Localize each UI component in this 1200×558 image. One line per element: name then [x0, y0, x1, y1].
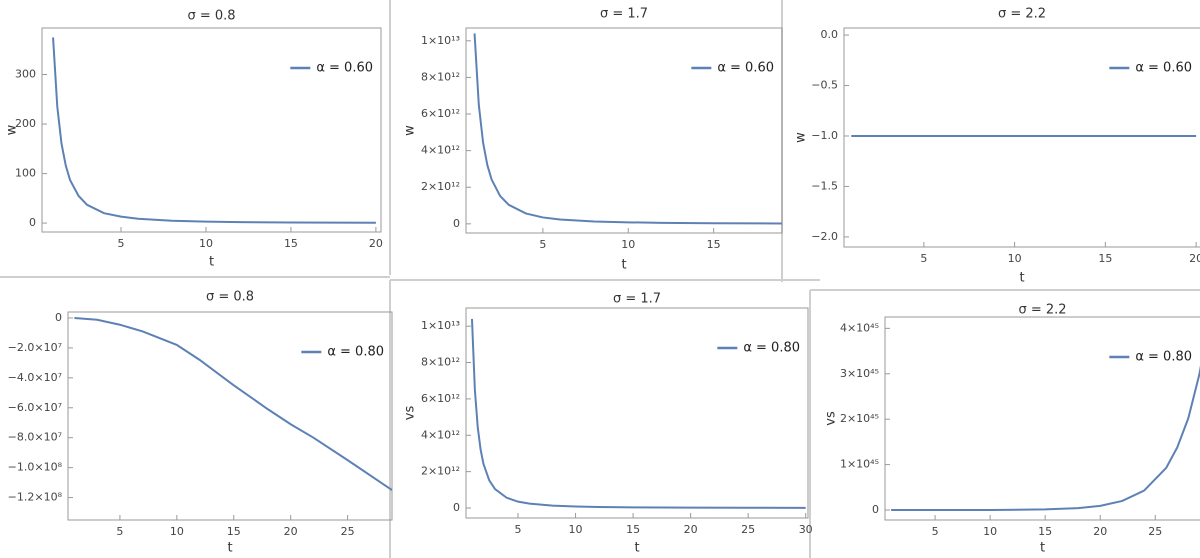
plot-frame [884, 316, 1200, 521]
y-tick-label: 8×10¹² [421, 70, 460, 83]
x-tick-label: 20 [284, 525, 298, 538]
series-line [473, 33, 782, 225]
x-tick-label: 10 [569, 523, 583, 536]
y-tick-label: 100 [15, 167, 36, 180]
legend-label: α = 0.60 [717, 61, 774, 76]
y-tick-label: −2.0×10⁷ [8, 341, 62, 354]
y-tick-label: 6×10¹² [421, 392, 460, 405]
y-tick-label: 0.0 [821, 28, 839, 41]
y-axis-label: w [5, 124, 20, 135]
x-tick-label: 20 [684, 523, 698, 536]
x-tick-label: 10 [1008, 252, 1022, 265]
y-tick-label: 0 [55, 311, 62, 324]
plot-frame [67, 311, 393, 521]
legend-label: α = 0.80 [327, 345, 384, 360]
y-axis-label: w [403, 125, 418, 136]
y-tick-label: −1.0×10⁸ [8, 461, 63, 474]
x-tick-label: 15 [1038, 525, 1052, 538]
y-tick-label: −4.0×10⁷ [8, 371, 62, 384]
x-axis-label: t [227, 541, 232, 556]
y-tick-label: −8.0×10⁷ [8, 431, 62, 444]
y-tick-label: 0 [872, 503, 879, 516]
x-axis-label: t [1040, 541, 1045, 556]
y-tick-label: 8×10¹² [421, 356, 460, 369]
y-tick-label: 1×10¹³ [421, 319, 460, 332]
x-tick-label: 5 [932, 525, 939, 538]
y-tick-label: −0.5 [811, 79, 838, 92]
x-tick-label: 10 [983, 525, 997, 538]
y-tick-label: 2×10¹² [421, 180, 460, 193]
series-line [891, 365, 1200, 512]
x-axis-label: t [621, 258, 626, 273]
y-tick-label: 4×10⁴⁵ [840, 321, 879, 334]
y-tick-label: −1.5 [811, 179, 838, 192]
chart-title: σ = 0.8 [206, 290, 254, 305]
series-line [74, 316, 392, 491]
x-tick-label: 20 [1189, 252, 1200, 265]
x-tick-label: 5 [515, 523, 522, 536]
chart-title: σ = 2.2 [1018, 303, 1066, 318]
x-tick-label: 15 [626, 523, 640, 536]
x-tick-label: 5 [118, 237, 125, 250]
plot-frame [465, 27, 783, 234]
x-tick-label: 10 [170, 525, 184, 538]
y-tick-label: −6.0×10⁷ [8, 401, 62, 414]
legend-label: α = 0.60 [1135, 61, 1192, 76]
legend-label: α = 0.60 [316, 61, 373, 76]
y-tick-label: 2×10¹² [421, 465, 460, 478]
y-tick-label: 200 [15, 117, 36, 130]
x-tick-label: 25 [341, 525, 355, 538]
x-tick-label: 5 [920, 252, 927, 265]
y-axis-label: vs [403, 406, 418, 421]
y-tick-label: −1.2×10⁸ [8, 491, 63, 504]
y-tick-label: −2.0 [811, 230, 838, 243]
y-tick-label: 1×10¹³ [421, 34, 460, 47]
plot-frame [843, 27, 1200, 248]
series-line [470, 318, 806, 509]
x-tick-label: 15 [707, 238, 721, 251]
y-tick-label: 0 [453, 501, 460, 514]
x-axis-label: t [209, 255, 214, 270]
x-tick-label: 10 [621, 238, 635, 251]
chart-title: σ = 0.8 [187, 9, 235, 24]
chart-title: σ = 2.2 [998, 7, 1046, 22]
series-line [52, 37, 376, 224]
x-tick-label: 20 [369, 237, 383, 250]
x-tick-label: 25 [1148, 525, 1162, 538]
y-tick-label: 2×10⁴⁵ [840, 412, 879, 425]
y-tick-label: 4×10¹² [421, 144, 460, 157]
x-tick-label: 15 [1098, 252, 1112, 265]
x-tick-label: 10 [199, 237, 213, 250]
chart-title: σ = 1.7 [600, 7, 648, 22]
y-tick-label: −1.0 [811, 129, 838, 142]
chart-title: σ = 1.7 [613, 292, 661, 307]
legend-label: α = 0.80 [1135, 350, 1192, 365]
plot-frame [41, 27, 382, 233]
y-axis-label: vs [824, 411, 839, 426]
plot-frame [465, 307, 809, 519]
x-tick-label: 15 [284, 237, 298, 250]
x-tick-label: 20 [1093, 525, 1107, 538]
x-tick-label: 25 [741, 523, 755, 536]
y-tick-label: 0 [29, 216, 36, 229]
x-tick-label: 5 [539, 238, 546, 251]
y-tick-label: 0 [453, 217, 460, 230]
y-tick-label: 4×10¹² [421, 428, 460, 441]
y-tick-label: 3×10⁴⁵ [840, 367, 879, 380]
y-tick-label: 1×10⁴⁵ [840, 458, 879, 471]
legend-label: α = 0.80 [743, 341, 800, 356]
x-axis-label: t [1019, 271, 1024, 286]
x-tick-label: 15 [227, 525, 241, 538]
y-axis-label: w [794, 132, 809, 143]
x-axis-label: t [634, 541, 639, 556]
x-tick-label: 30 [799, 523, 813, 536]
y-tick-label: 300 [15, 68, 36, 81]
y-tick-label: 6×10¹² [421, 107, 460, 120]
x-tick-label: 5 [116, 525, 123, 538]
